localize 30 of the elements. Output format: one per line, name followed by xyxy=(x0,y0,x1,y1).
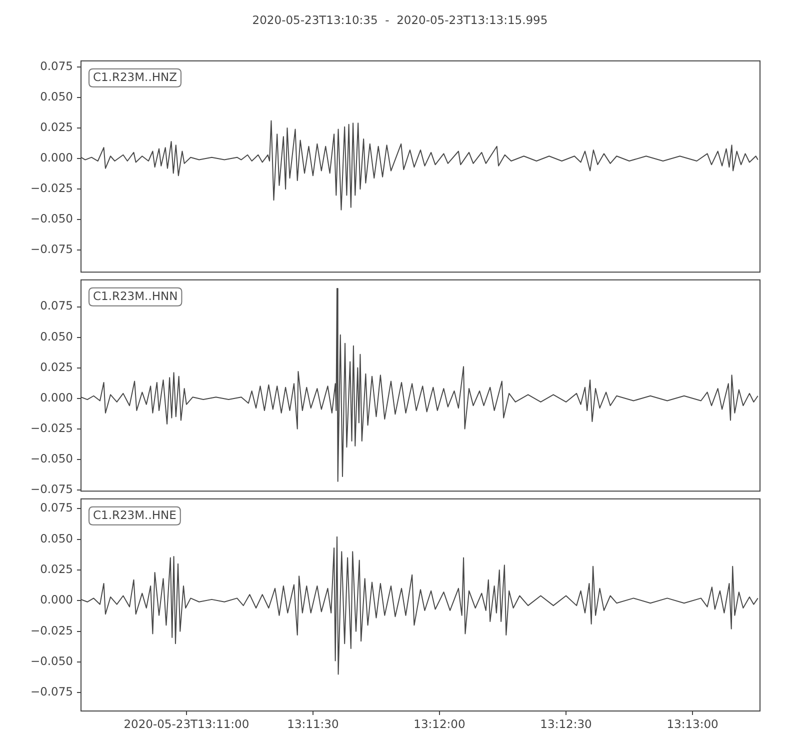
y-tick-label: 0.000 xyxy=(40,592,73,607)
y-tick-label: 0.025 xyxy=(40,562,73,576)
y-tick-label: 0.000 xyxy=(40,390,73,404)
annotation: C1.R23M..HNN xyxy=(93,288,178,303)
x-tick-label: 13:12:30 xyxy=(540,716,592,731)
y-tick-label: −0.075 xyxy=(30,242,73,256)
annotation: C1.R23M..HNZ xyxy=(93,70,178,84)
y-tick-label: 0.025 xyxy=(40,120,73,134)
y-tick-label: −0.025 xyxy=(30,623,73,638)
x-tick-label: 13:13:00 xyxy=(666,716,718,731)
y-tick-label: 0.075 xyxy=(40,58,73,73)
y-tick-label: 0.025 xyxy=(40,360,73,374)
y-tick-label: 0.050 xyxy=(40,90,73,104)
x-tick-label: 2020-05-23T13:11:00 xyxy=(124,716,250,731)
y-tick-label: 0.000 xyxy=(40,150,73,165)
y-tick-label: −0.075 xyxy=(30,482,73,496)
y-tick-label: −0.050 xyxy=(30,451,73,466)
y-tick-label: 0.050 xyxy=(40,531,73,546)
y-tick-label: −0.050 xyxy=(30,654,73,668)
x-tick-label: 13:12:00 xyxy=(414,716,466,731)
y-tick-label: −0.050 xyxy=(30,212,73,226)
chart-title: 2020-05-23T13:10:35 - 2020-05-23T13:13:15.995 xyxy=(251,13,549,28)
y-tick-label: 0.075 xyxy=(40,298,73,313)
y-tick-label: −0.025 xyxy=(30,181,73,196)
y-tick-label: 0.050 xyxy=(40,329,73,344)
y-tick-label: −0.025 xyxy=(30,420,73,435)
x-tick-label: 13:11:30 xyxy=(287,716,339,731)
annotation: C1.R23M..HNE xyxy=(93,508,176,522)
y-tick-label: −0.075 xyxy=(30,684,73,699)
y-tick-label: 0.075 xyxy=(40,500,73,515)
